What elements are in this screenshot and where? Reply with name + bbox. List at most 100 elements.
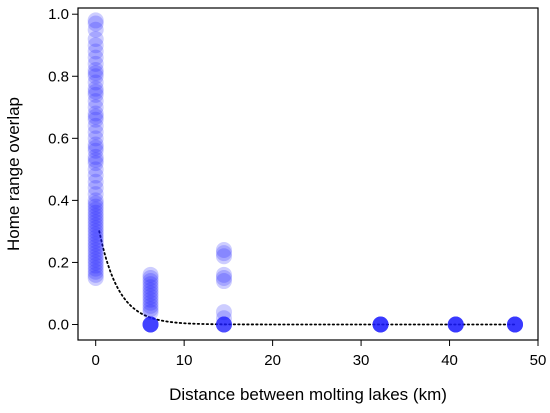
data-point	[372, 316, 389, 333]
data-point	[87, 161, 104, 178]
data-point	[215, 304, 232, 321]
data-point	[87, 251, 104, 268]
data-point	[372, 316, 389, 333]
data-point	[447, 316, 464, 333]
data-point	[142, 291, 159, 308]
data-point	[215, 316, 232, 333]
data-point	[87, 238, 104, 255]
data-point	[142, 316, 159, 333]
data-point	[87, 220, 104, 237]
data-point	[87, 142, 104, 159]
data-point	[87, 257, 104, 274]
data-point	[507, 316, 523, 333]
data-point	[87, 263, 104, 280]
data-point	[142, 279, 159, 296]
data-point	[87, 245, 104, 262]
fitted-curve	[98, 230, 516, 326]
data-point	[507, 316, 523, 333]
y-axis-title: Home range overlap	[4, 97, 23, 251]
data-point	[87, 226, 104, 243]
data-point	[142, 316, 159, 333]
data-point	[87, 93, 104, 110]
y-tick-label: 0.6	[48, 130, 69, 147]
data-point	[87, 37, 104, 54]
data-point	[87, 65, 104, 82]
data-point	[142, 316, 159, 333]
y-tick-label: 0.8	[48, 68, 69, 85]
data-point	[215, 316, 232, 333]
data-point	[87, 223, 104, 240]
data-point	[87, 130, 104, 147]
data-point	[87, 235, 104, 252]
data-point	[142, 288, 159, 305]
data-point	[215, 245, 232, 262]
data-point	[215, 273, 232, 290]
data-point	[447, 316, 464, 333]
data-point	[142, 273, 159, 290]
x-tick-label: 10	[176, 352, 193, 369]
data-point	[142, 316, 159, 333]
data-point	[87, 111, 104, 128]
y-tick-label: 1.0	[48, 6, 69, 23]
data-point	[87, 179, 104, 196]
y-tick-label: 0.2	[48, 254, 69, 271]
data-point	[142, 285, 159, 302]
data-point	[87, 83, 104, 100]
data-point	[507, 316, 523, 333]
data-point	[87, 31, 104, 48]
data-point	[142, 282, 159, 299]
data-point	[87, 260, 104, 277]
data-point	[87, 167, 104, 184]
data-point	[87, 105, 104, 122]
data-point	[87, 12, 104, 29]
data-point	[447, 316, 464, 333]
data-point	[142, 269, 159, 286]
data-point	[142, 316, 159, 333]
data-point	[87, 232, 104, 249]
data-point	[87, 214, 104, 231]
data-point	[215, 316, 232, 333]
data-point	[507, 316, 523, 333]
data-point	[87, 266, 104, 283]
data-point	[87, 21, 104, 38]
data-point	[87, 139, 104, 156]
data-point	[372, 316, 389, 333]
data-point	[447, 316, 464, 333]
data-point	[87, 117, 104, 134]
data-point	[87, 217, 104, 234]
data-point	[87, 242, 104, 259]
data-point	[87, 99, 104, 116]
x-tick-label: 50	[530, 352, 547, 369]
data-point	[372, 316, 389, 333]
data-points	[87, 12, 523, 333]
data-point	[87, 62, 104, 79]
data-point	[372, 316, 389, 333]
data-point	[215, 310, 232, 327]
x-tick-label: 20	[264, 352, 281, 369]
x-tick-label: 30	[353, 352, 370, 369]
y-axis: 0.0 0.2 0.4 0.6 0.8 1.0	[48, 6, 78, 333]
data-point	[87, 269, 104, 286]
x-tick-label: 40	[441, 352, 458, 369]
data-point	[507, 316, 523, 333]
data-point	[87, 254, 104, 271]
data-point	[447, 316, 464, 333]
data-point	[87, 86, 104, 103]
data-point	[372, 316, 389, 333]
data-point	[142, 294, 159, 311]
data-point	[87, 15, 104, 32]
y-tick-label: 0.4	[48, 192, 69, 209]
data-point	[142, 266, 159, 283]
data-point	[372, 316, 389, 333]
data-point	[87, 80, 104, 97]
data-point	[87, 210, 104, 227]
data-point	[87, 55, 104, 72]
y-tick-label: 0.0	[48, 316, 69, 333]
data-point	[215, 316, 232, 333]
data-point	[87, 248, 104, 265]
data-point	[87, 195, 104, 212]
data-point	[87, 192, 104, 209]
data-point	[447, 316, 464, 333]
data-point	[447, 316, 464, 333]
data-point	[142, 300, 159, 317]
